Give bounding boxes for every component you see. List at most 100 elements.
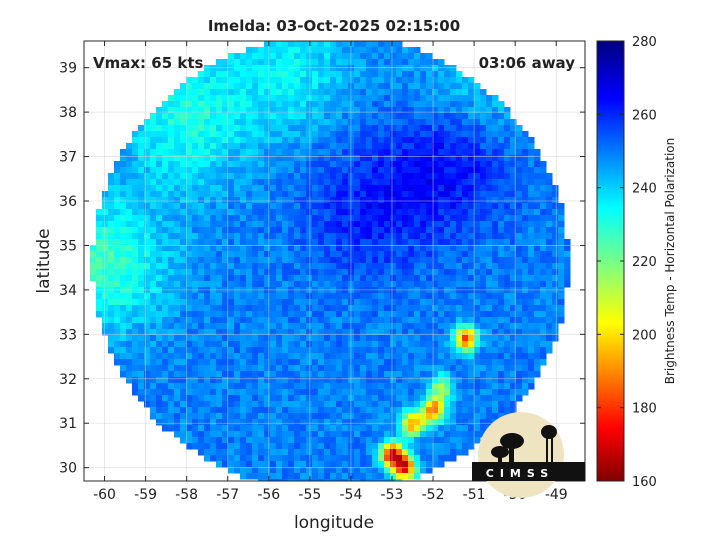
swath-cell <box>198 359 205 366</box>
swath-cell <box>336 347 343 354</box>
swath-cell <box>384 335 391 342</box>
swath-cell <box>456 137 463 144</box>
swath-cell <box>354 167 361 174</box>
swath-cell <box>408 137 415 144</box>
swath-cell <box>282 173 289 180</box>
swath-cell <box>264 59 271 66</box>
swath-cell <box>360 95 367 102</box>
swath-cell <box>438 377 445 384</box>
swath-cell <box>432 113 439 120</box>
swath-cell <box>504 305 511 312</box>
swath-cell <box>372 425 379 432</box>
swath-cell <box>180 431 187 438</box>
swath-cell <box>120 167 127 174</box>
swath-cell <box>132 227 139 234</box>
swath-cell <box>294 443 301 450</box>
swath-cell <box>384 83 391 90</box>
swath-cell <box>294 71 301 78</box>
swath-cell <box>192 365 199 372</box>
swath-cell <box>432 305 439 312</box>
swath-cell <box>474 137 481 144</box>
swath-cell <box>216 89 223 96</box>
swath-cell <box>300 131 307 138</box>
swath-cell <box>90 275 97 282</box>
swath-cell <box>438 281 445 288</box>
swath-cell <box>390 197 397 204</box>
swath-cell <box>450 347 457 354</box>
swath-cell <box>384 341 391 348</box>
swath-cell <box>372 197 379 204</box>
swath-cell <box>498 299 505 306</box>
swath-cell <box>198 107 205 114</box>
swath-cell <box>294 263 301 270</box>
swath-cell <box>294 479 301 481</box>
swath-cell <box>486 215 493 222</box>
swath-cell <box>306 83 313 90</box>
swath-cell <box>210 155 217 162</box>
swath-cell <box>240 353 247 360</box>
swath-cell <box>390 101 397 108</box>
swath-cell <box>444 389 451 396</box>
swath-cell <box>402 149 409 156</box>
swath-cell <box>450 239 457 246</box>
swath-cell <box>372 137 379 144</box>
swath-cell <box>276 323 283 330</box>
swath-cell <box>192 83 199 90</box>
swath-cell <box>216 413 223 420</box>
swath-cell <box>108 341 115 348</box>
swath-cell <box>378 107 385 114</box>
swath-cell <box>312 365 319 372</box>
swath-cell <box>450 215 457 222</box>
swath-cell <box>252 299 259 306</box>
swath-cell <box>492 311 499 318</box>
swath-cell <box>390 467 397 474</box>
swath-cell <box>390 413 397 420</box>
swath-cell <box>318 47 325 54</box>
swath-cell <box>246 119 253 126</box>
swath-cell <box>210 77 217 84</box>
swath-cell <box>246 233 253 240</box>
swath-cell <box>372 263 379 270</box>
swath-cell <box>270 47 277 54</box>
swath-cell <box>516 197 523 204</box>
swath-cell <box>318 125 325 132</box>
swath-cell <box>564 245 571 252</box>
swath-cell <box>318 269 325 276</box>
swath-cell <box>384 353 391 360</box>
swath-cell <box>522 215 529 222</box>
swath-cell <box>300 41 307 48</box>
swath-cell <box>408 419 415 426</box>
swath-cell <box>168 401 175 408</box>
swath-cell <box>156 389 163 396</box>
swath-cell <box>546 341 553 348</box>
swath-cell <box>342 131 349 138</box>
swath-cell <box>228 59 235 66</box>
swath-cell <box>396 101 403 108</box>
swath-cell <box>234 161 241 168</box>
swath-cell <box>372 347 379 354</box>
swath-cell <box>330 395 337 402</box>
swath-cell <box>234 335 241 342</box>
swath-cell <box>372 431 379 438</box>
swath-cell <box>282 155 289 162</box>
swath-cell <box>144 179 151 186</box>
y-tick-label: 38 <box>59 105 77 121</box>
swath-cell <box>414 83 421 90</box>
swath-cell <box>204 209 211 216</box>
swath-cell <box>510 233 517 240</box>
swath-cell <box>186 437 193 444</box>
swath-cell <box>402 251 409 258</box>
swath-cell <box>438 461 445 468</box>
swath-cell <box>222 263 229 270</box>
swath-cell <box>360 215 367 222</box>
swath-cell <box>216 185 223 192</box>
swath-cell <box>330 233 337 240</box>
swath-cell <box>288 89 295 96</box>
swath-cell <box>276 455 283 462</box>
swath-cell <box>486 119 493 126</box>
swath-cell <box>330 227 337 234</box>
swath-cell <box>420 359 427 366</box>
swath-cell <box>276 113 283 120</box>
swath-cell <box>144 335 151 342</box>
swath-cell <box>522 353 529 360</box>
